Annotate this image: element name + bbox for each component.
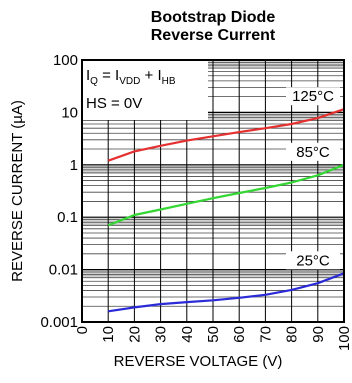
y-tick-label: 1	[70, 157, 78, 174]
x-tick-label: 100	[336, 326, 352, 351]
chart-title-line-1: Bootstrap Diode	[151, 9, 276, 26]
x-tick-label: 40	[179, 326, 196, 343]
y-axis-label: REVERSE CURRENT (µA)	[9, 100, 26, 282]
annotation-line-1: IQ = IVDD + IHB	[86, 67, 176, 87]
series-label-bg	[286, 142, 340, 161]
x-tick-label: 80	[284, 326, 301, 343]
series-label-bg	[286, 251, 340, 270]
x-tick-label: 10	[100, 326, 117, 343]
y-tick-label: 100	[53, 52, 78, 69]
chart-title: Bootstrap Diode Reverse Current	[151, 9, 276, 44]
series-label-1: 85°C	[296, 144, 330, 161]
conditions-annotation: IQ = IVDD + IHB HS = 0V	[82, 60, 208, 120]
x-tick-label: 0	[74, 326, 91, 334]
series-label-bg	[286, 87, 340, 106]
y-tick-labels: 0.001 0.01 0.1 1 10 100	[40, 52, 78, 331]
x-tick-label: 90	[310, 326, 327, 343]
series-label-0: 125°C	[292, 88, 334, 105]
x-tick-label: 20	[126, 326, 143, 343]
chart-series: 125°C 85°C 25°C	[107, 87, 345, 313]
series-line-1	[107, 163, 345, 227]
x-tick-label: 70	[257, 326, 274, 343]
plot-frame	[81, 59, 345, 323]
y-tick-label: 0.01	[49, 262, 78, 279]
annotation-box	[82, 60, 208, 120]
chart-title-line-2: Reverse Current	[151, 27, 276, 44]
series-line-0	[107, 108, 345, 162]
series-label-2: 25°C	[296, 252, 330, 269]
x-tick-label: 50	[205, 326, 222, 343]
series-line-2	[108, 272, 345, 313]
y-tick-label: 10	[61, 104, 78, 121]
x-axis-label: REVERSE VOLTAGE (V)	[114, 353, 283, 370]
x-tick-labels: 0 10 20 30 40 50 60 70 80 90 100	[74, 326, 352, 351]
annotation-line-2: HS = 0V	[86, 95, 142, 112]
x-tick-label: 30	[153, 326, 170, 343]
y-tick-label: 0.001	[40, 314, 78, 331]
y-tick-label: 0.1	[57, 209, 78, 226]
x-tick-label: 60	[231, 326, 248, 343]
